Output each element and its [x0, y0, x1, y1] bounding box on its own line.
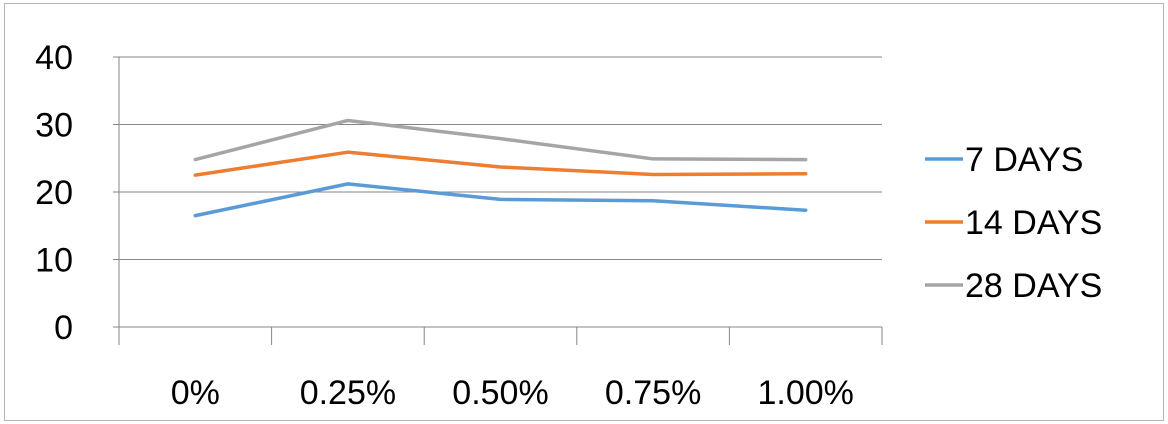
legend: 7 DAYS 14 DAYS 28 DAYS [925, 141, 1102, 305]
legend-label: 7 DAYS [965, 141, 1083, 179]
series-lines [195, 120, 805, 215]
x-tick-label: 0.25% [300, 374, 396, 412]
series-line-14-days [195, 152, 805, 175]
legend-item: 7 DAYS [925, 141, 1083, 179]
x-tick-labels: 0% 0.25% 0.50% 0.75% 1.00% [171, 374, 854, 412]
x-tick-label: 0% [171, 374, 220, 412]
legend-label: 14 DAYS [965, 204, 1102, 242]
y-tick-label: 40 [35, 39, 73, 77]
chart-frame: 0 10 20 30 40 0% 0.25% 0.50% 0.75% 1.00% 7 DAYS 1… [4, 3, 1164, 421]
legend-item: 28 DAYS [925, 267, 1102, 305]
y-tick-label: 10 [35, 242, 73, 280]
y-tick-label: 30 [35, 107, 73, 145]
line-chart: 0 10 20 30 40 0% 0.25% 0.50% 0.75% 1.00% 7 DAYS 1… [5, 4, 1165, 422]
series-line-28-days [195, 120, 805, 159]
y-tick-label: 20 [35, 174, 73, 212]
x-tick-label: 0.50% [452, 374, 548, 412]
legend-label: 28 DAYS [965, 267, 1102, 305]
series-line-7-days [195, 184, 805, 216]
x-tick-label: 1.00% [757, 374, 853, 412]
legend-item: 14 DAYS [925, 204, 1102, 242]
y-tick-labels: 0 10 20 30 40 [35, 39, 73, 347]
x-tick-label: 0.75% [605, 374, 701, 412]
y-tick-label: 0 [54, 309, 73, 347]
axes [113, 57, 882, 345]
